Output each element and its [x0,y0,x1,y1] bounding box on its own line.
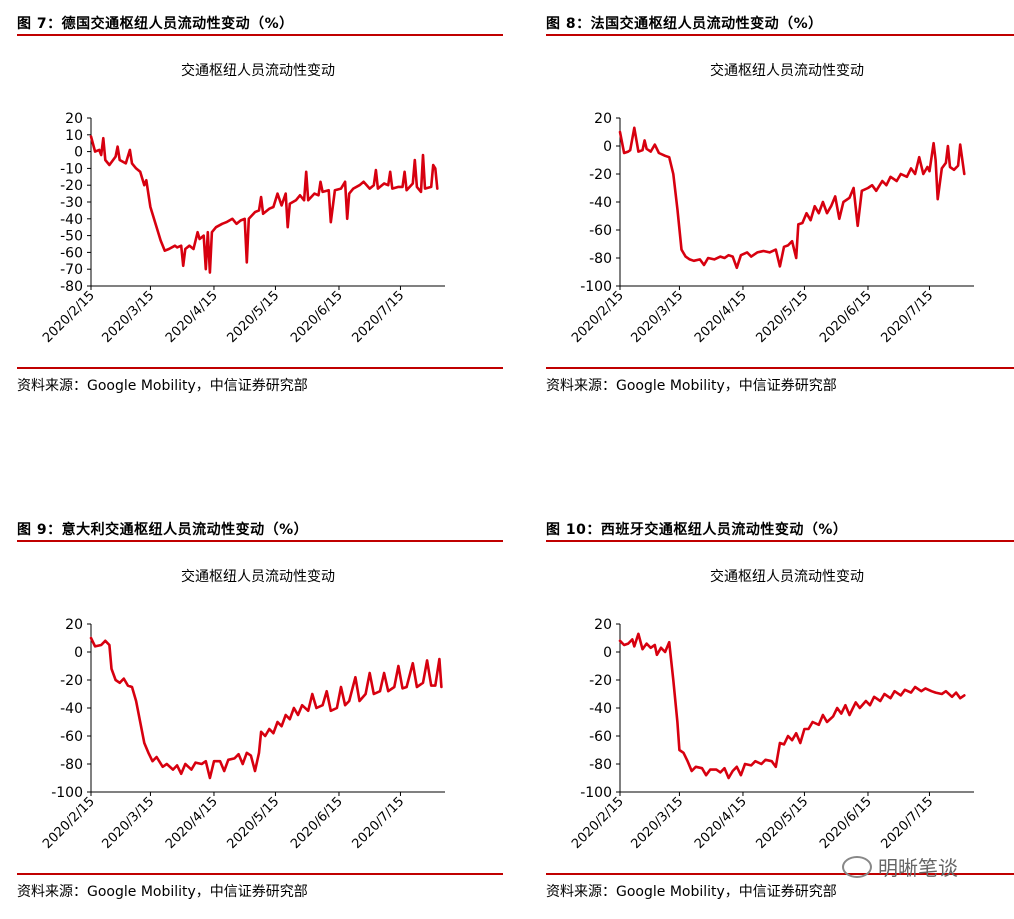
y-tick-label: -50 [60,229,83,245]
title-rule [17,34,503,36]
x-tick-label: 2020/7/15 [879,794,937,852]
y-tick-label: 20 [65,111,83,127]
x-tick-label: 2020/2/15 [40,288,98,346]
y-tick-label: -20 [589,167,612,183]
source-rule [546,873,1014,875]
y-tick-label: 0 [603,645,612,661]
figure-9: 图 9：意大利交通枢纽人员流动性变动（%） 交通枢纽人员流动性变动 20 0 -20 -… [17,519,507,919]
source-note: 资料来源：Google Mobility，中信证券研究部 [546,884,837,900]
y-tick-label: -100 [580,785,612,801]
figure-10: 图 10：西班牙交通枢纽人员流动性变动（%） 交通枢纽人员流动性变动 20 0 -20… [546,519,1014,919]
chart-title: 交通枢纽人员流动性变动 [181,62,335,79]
y-tick-label: -40 [60,701,83,717]
y-tick-label: -40 [589,701,612,717]
y-tick-label: -20 [589,673,612,689]
x-tick-label: 2020/5/15 [754,288,812,346]
figure-title: 图 9：意大利交通枢纽人员流动性变动（%） [17,522,309,538]
source-rule [546,367,1014,369]
x-tick-label: 2020/6/15 [288,288,346,346]
title-rule [546,540,1014,542]
y-tick-label: -40 [60,212,83,228]
x-tick-label: 2020/4/15 [692,288,750,346]
x-tick-label: 2020/2/15 [40,794,98,852]
x-tick-label: 2020/7/15 [350,794,408,852]
y-tick-label: -60 [589,223,612,239]
y-tick-label: -60 [60,245,83,261]
x-tick-label: 2020/5/15 [225,794,283,852]
wechat-icon [842,856,872,878]
series-line [89,135,439,274]
x-tick-label: 2020/3/15 [100,288,158,346]
figure-title: 图 8：法国交通枢纽人员流动性变动（%） [546,16,823,32]
x-tick-label: 2020/7/15 [350,288,408,346]
figure-title: 图 10：西班牙交通枢纽人员流动性变动（%） [546,522,848,538]
y-tick-label: -30 [60,195,83,211]
figure-title: 图 7：德国交通枢纽人员流动性变动（%） [17,16,294,32]
chart-title: 交通枢纽人员流动性变动 [710,568,864,585]
series-line [89,636,443,780]
y-tick-label: 20 [65,617,83,633]
y-tick-label: -80 [60,279,83,295]
source-note: 资料来源：Google Mobility，中信证券研究部 [17,378,308,394]
y-tick-label: -80 [60,757,83,773]
y-tick-label: 0 [74,645,83,661]
y-tick-label: -100 [51,785,83,801]
title-rule [17,540,503,542]
y-tick-label: -100 [580,279,612,295]
source-note: 资料来源：Google Mobility，中信证券研究部 [17,884,308,900]
y-tick-label: -40 [589,195,612,211]
figure-8: 图 8：法国交通枢纽人员流动性变动（%） 交通枢纽人员流动性变动 20 0 -20 -4… [546,13,1014,413]
y-tick-label: -80 [589,251,612,267]
x-tick-label: 2020/2/15 [569,794,627,852]
chart-title: 交通枢纽人员流动性变动 [710,62,864,79]
x-tick-label: 2020/4/15 [163,794,221,852]
y-tick-label: 0 [603,139,612,155]
source-rule [17,367,503,369]
y-tick-label: 0 [74,145,83,161]
y-tick-label: -10 [60,161,83,177]
x-tick-label: 2020/5/15 [754,794,812,852]
x-tick-label: 2020/2/15 [569,288,627,346]
watermark-text: 明晰笔谈 [878,856,958,880]
source-rule [17,873,503,875]
y-tick-label: -70 [60,262,83,278]
x-tick-label: 2020/4/15 [163,288,221,346]
x-tick-label: 2020/4/15 [692,794,750,852]
y-tick-label: -60 [60,729,83,745]
x-tick-label: 2020/7/15 [879,288,937,346]
x-tick-label: 2020/5/15 [225,288,283,346]
x-tick-label: 2020/6/15 [288,794,346,852]
chart-title: 交通枢纽人员流动性变动 [181,568,335,585]
y-tick-label: 20 [594,617,612,633]
source-note: 资料来源：Google Mobility，中信证券研究部 [546,378,837,394]
figure-7: 图 7：德国交通枢纽人员流动性变动（%） 交通枢纽人员流动性变动 20 10 0 -10… [17,13,507,413]
y-tick-label: 10 [65,128,83,144]
series-line [618,126,966,270]
y-tick-label: -20 [60,178,83,194]
watermark: 明晰笔谈 [842,852,958,881]
line-chart: 交通枢纽人员流动性变动 20100-10-20-30-40-50-60-70-80… [40,62,445,346]
y-tick-label: -60 [589,729,612,745]
x-tick-label: 2020/6/15 [817,288,875,346]
x-tick-label: 2020/6/15 [817,794,875,852]
y-tick-label: 20 [594,111,612,127]
y-tick-label: -20 [60,673,83,689]
title-rule [546,34,1014,36]
x-tick-label: 2020/3/15 [100,794,158,852]
x-tick-label: 2020/3/15 [629,794,687,852]
series-line [618,632,966,780]
x-tick-label: 2020/3/15 [629,288,687,346]
y-tick-label: -80 [589,757,612,773]
